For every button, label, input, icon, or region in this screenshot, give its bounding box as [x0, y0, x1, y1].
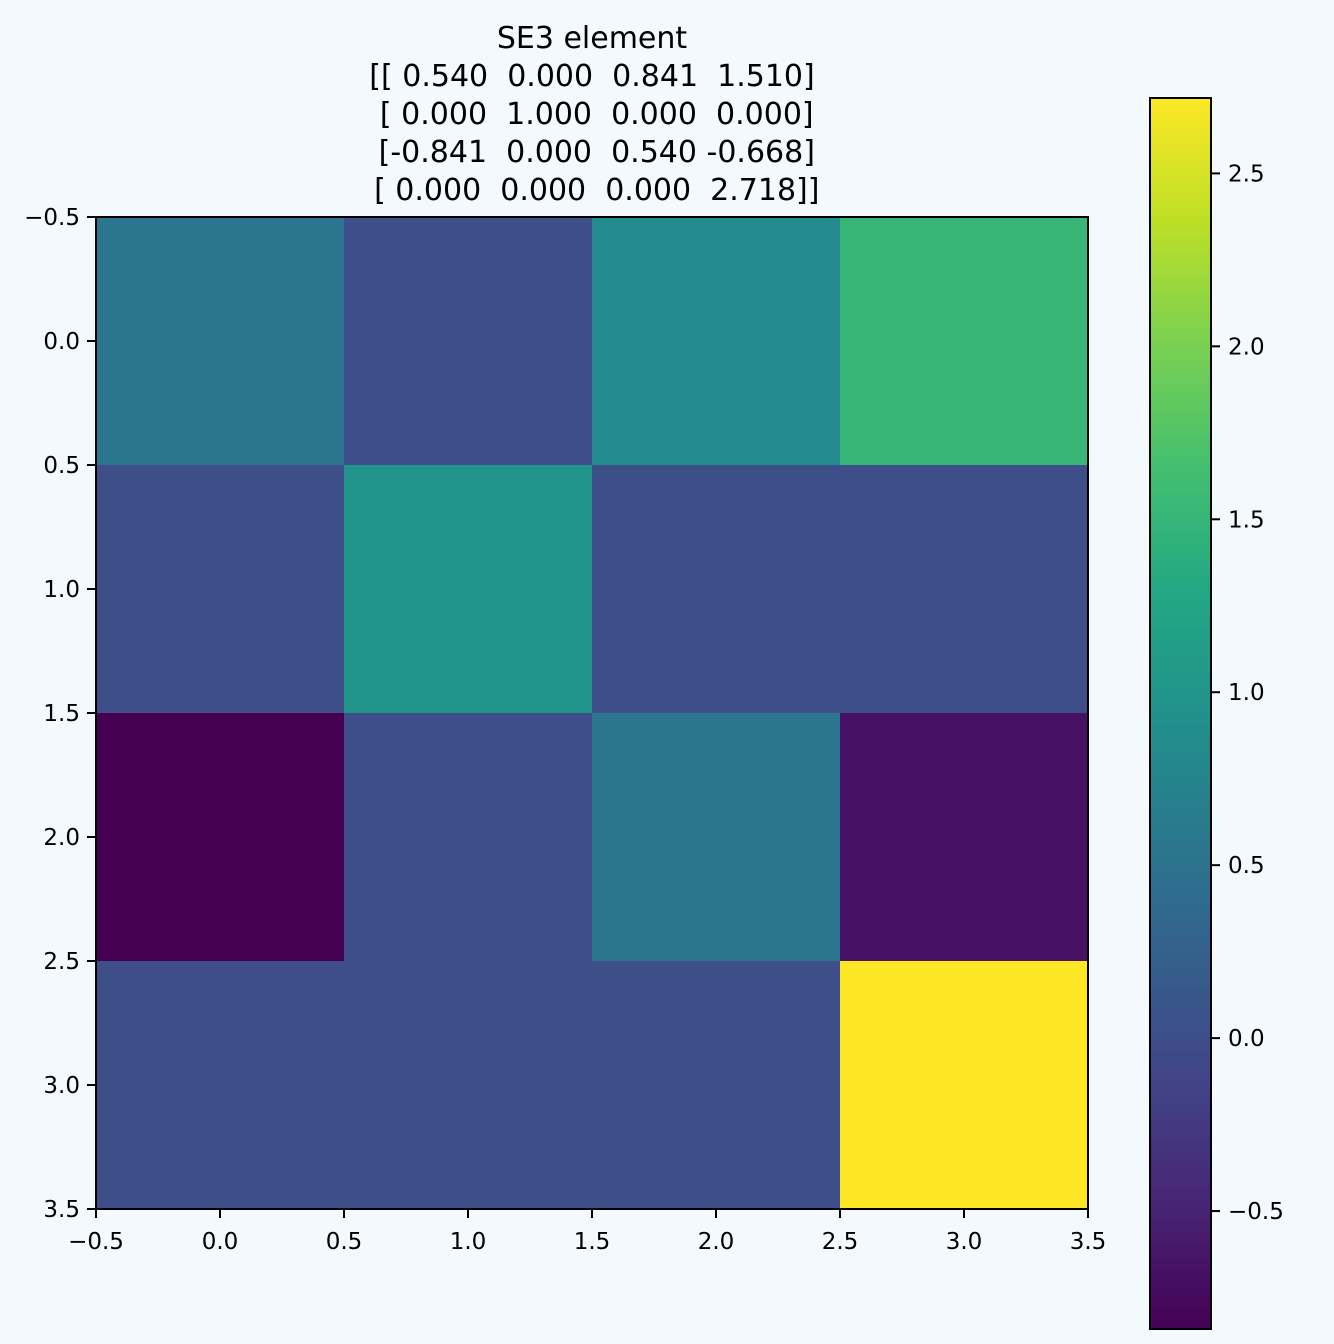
y-tick-label: 1.5	[43, 701, 80, 727]
colorbar-tick-label: 0.5	[1228, 853, 1265, 879]
y-tick-label: 2.0	[43, 825, 80, 851]
x-tick-label: 2.0	[698, 1229, 735, 1255]
y-tick-label: −0.5	[24, 205, 80, 231]
chart-title-line-4: [-0.841 0.000 0.540 -0.668]	[369, 135, 815, 170]
colorbar-tick-label: 1.0	[1228, 680, 1265, 706]
y-tick-label: 1.0	[43, 577, 80, 603]
heatmap-cell-r3-c0	[96, 961, 344, 1209]
heatmap-cell-r1-c3	[840, 465, 1088, 713]
y-tick-label: 3.0	[43, 1073, 80, 1099]
x-tick-label: 2.5	[822, 1229, 859, 1255]
heatmap-cell-r0-c0	[96, 217, 344, 465]
heatmap-cell-r1-c1	[344, 465, 592, 713]
heatmap-cell-r0-c3	[840, 217, 1088, 465]
x-tick-label: 0.0	[202, 1229, 239, 1255]
x-tick-label: −0.5	[68, 1229, 124, 1255]
colorbar-tick-label: 1.5	[1228, 507, 1265, 533]
heatmap-cell-r3-c3	[840, 961, 1088, 1209]
y-tick-label: 3.5	[43, 1197, 80, 1223]
y-tick-label: 0.5	[43, 453, 80, 479]
heatmap-cell-r2-c3	[840, 713, 1088, 961]
colorbar-tick-label: 0.0	[1228, 1026, 1265, 1052]
colorbar-tick-label: 2.5	[1228, 161, 1265, 187]
chart-title-line-3: [ 0.000 1.000 0.000 0.000]	[370, 97, 813, 132]
heatmap-cell-r1-c2	[592, 465, 840, 713]
chart-title-line-1: SE3 element	[497, 21, 688, 56]
heatmap-cell-r1-c0	[96, 465, 344, 713]
chart-title-line-5: [ 0.000 0.000 0.000 2.718]]	[365, 173, 820, 208]
colorbar-tick-label: 2.0	[1228, 334, 1265, 360]
x-tick-label: 1.5	[574, 1229, 611, 1255]
colorbar	[1150, 98, 1211, 1329]
heatmap-cell-r3-c1	[344, 961, 592, 1209]
heatmap-cell-r3-c2	[592, 961, 840, 1209]
heatmap-cell-r0-c2	[592, 217, 840, 465]
x-tick-label: 0.5	[326, 1229, 363, 1255]
heatmap-cell-r2-c1	[344, 713, 592, 961]
heatmap-cells	[96, 217, 1088, 1209]
heatmap-cell-r2-c0	[96, 713, 344, 961]
heatmap-cell-r0-c1	[344, 217, 592, 465]
chart-title-line-2: [[ 0.540 0.000 0.841 1.510]	[369, 59, 814, 94]
x-tick-label: 3.5	[1070, 1229, 1107, 1255]
x-tick-label: 1.0	[450, 1229, 487, 1255]
x-axis: −0.5 0.0 0.5 1.0 1.5 2.0 2.5 3.0 3.5	[68, 1209, 1106, 1255]
y-tick-label: 0.0	[43, 329, 80, 355]
y-tick-label: 2.5	[43, 949, 80, 975]
colorbar-tick-label: −0.5	[1228, 1199, 1284, 1225]
chart-title: SE3 element [[ 0.540 0.000 0.841 1.510] …	[365, 21, 820, 208]
colorbar-frame	[1149, 97, 1212, 1330]
y-axis: −0.5 0.0 0.5 1.0 1.5 2.0 2.5 3.0 3.5	[24, 205, 96, 1223]
heatmap-cell-r2-c2	[592, 713, 840, 961]
x-tick-label: 3.0	[946, 1229, 983, 1255]
colorbar-axis: −0.5 0.0 0.5 1.0 1.5 2.0 2.5	[1211, 161, 1284, 1225]
